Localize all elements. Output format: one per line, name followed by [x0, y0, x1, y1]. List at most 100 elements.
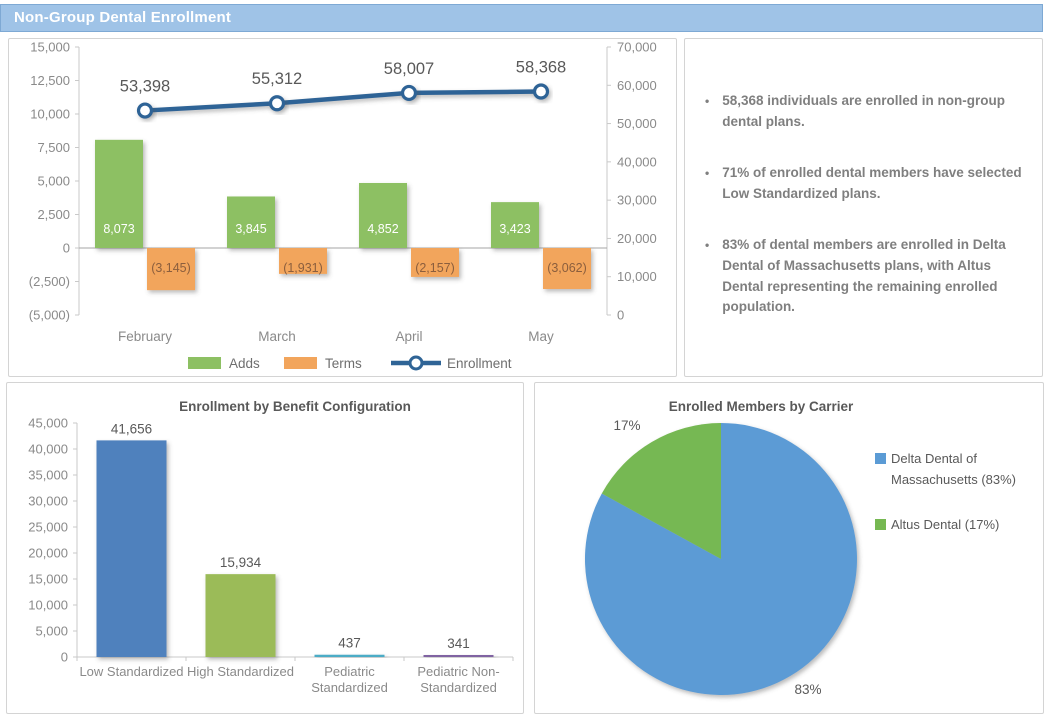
pie-legend-swatch: [875, 519, 886, 530]
benefit-bar-label: 437: [338, 636, 361, 651]
insight-item-enrollment-total: • 58,368 individuals are enrolled in non…: [705, 91, 1026, 133]
benefit-chart-title: Enrollment by Benefit Configuration: [179, 399, 411, 414]
enrollment-data-label: 58,007: [384, 60, 434, 78]
dashboard-title-bar: Non-Group Dental Enrollment: [0, 4, 1043, 32]
left-axis-tick-label: 5,000: [37, 174, 70, 189]
y-axis-tick-label: 10,000: [28, 598, 68, 613]
y-axis-tick-label: 15,000: [28, 572, 68, 587]
adds-bar-label: 3,845: [235, 222, 266, 236]
left-axis-tick-label: 2,500: [37, 207, 70, 222]
left-axis-tick-label: 10,000: [30, 107, 70, 122]
right-axis-tick-label: 70,000: [617, 40, 657, 55]
month-label: March: [258, 329, 296, 344]
enrollment-line-marker: [532, 83, 550, 100]
legend-marker-enrollment: [408, 355, 424, 371]
adds-bar: [491, 202, 539, 248]
enrollment-trend-panel: 15,000 12,500 10,000 7,500 5,000 2,500 0 (2,500…: [8, 38, 677, 377]
pie: [584, 423, 857, 695]
insight-text: 58,368 individuals are enrolled in non-g…: [722, 93, 1006, 129]
benefit-bar-svg: Enrollment by Benefit Configuration 45,00…: [28, 399, 514, 695]
enrollment-data-label: 55,312: [252, 70, 302, 88]
terms-bar: [543, 248, 591, 290]
benefit-bar: [205, 574, 276, 657]
legend-label-enrollment: Enrollment: [447, 356, 512, 371]
month-label: February: [118, 329, 172, 344]
left-axis-tick-label: 15,000: [30, 40, 70, 55]
insight-text: 83% of dental members are enrolled in De…: [722, 236, 1006, 315]
benefit-category-label: Low Standardized: [79, 664, 183, 679]
left-axis-tick-label: (2,500): [29, 274, 70, 289]
adds-bar-label: 8,073: [103, 222, 134, 236]
right-axis-tick-label: 30,000: [617, 193, 657, 208]
y-axis-tick-label: 0: [61, 650, 68, 665]
y-axis-tick-label: 40,000: [28, 442, 68, 457]
bullet-icon: •: [705, 94, 710, 108]
benefit-bar: [314, 654, 385, 657]
adds-bar: [227, 196, 275, 248]
right-axis-tick-label: 60,000: [617, 78, 657, 93]
legend-swatch-adds: [188, 357, 221, 369]
benefit-config-panel: Enrollment by Benefit Configuration 45,00…: [6, 382, 524, 714]
benefit-category-label: Standardized: [311, 680, 388, 695]
left-axis-tick-label: (5,000): [29, 308, 70, 323]
benefit-bar: [423, 655, 494, 657]
benefit-category-label: Pediatric Non-: [417, 664, 499, 679]
enrollment-data-label: 58,368: [516, 59, 566, 77]
right-axis-tick-label: 0: [617, 308, 624, 323]
bullet-icon: •: [705, 165, 710, 180]
enrollment-line-marker: [136, 102, 154, 119]
pie-slice: [601, 423, 721, 559]
left-axis-tick-label: 0: [63, 241, 70, 256]
right-axis-tick-label: 50,000: [617, 116, 657, 131]
insights-panel: • 58,368 individuals are enrolled in non…: [684, 38, 1043, 377]
pie-slice: [584, 423, 857, 695]
benefit-bar-label: 41,656: [111, 421, 152, 436]
y-axis-tick-label: 35,000: [28, 468, 68, 483]
enrollment-line: [142, 89, 544, 113]
benefit-category-label: Standardized: [420, 680, 497, 695]
left-axis-tick-label: 7,500: [37, 140, 70, 155]
carrier-pie-svg: Enrolled Members by Carrier 83% 17% Delta D…: [584, 399, 1016, 697]
benefit-bar: [96, 440, 167, 657]
insight-item-low-standardized: • 71% of enrolled dental members have se…: [705, 163, 1026, 205]
left-axis-tick-label: 12,500: [30, 73, 70, 88]
right-axis-tick-label: 20,000: [617, 231, 657, 246]
month-label: May: [528, 329, 554, 344]
y-axis-tick-label: 30,000: [28, 494, 68, 509]
legend-label-adds: Adds: [229, 356, 260, 371]
terms-bar-label: (1,931): [283, 261, 323, 275]
insights-list: • 58,368 individuals are enrolled in non…: [685, 39, 1042, 318]
dashboard-title: Non-Group Dental Enrollment: [14, 9, 232, 26]
benefit-bar-chart: Enrollment by Benefit Configuration 45,00…: [7, 383, 523, 713]
enrollment-data-label: 53,398: [120, 78, 170, 96]
adds-bar-label: 4,852: [367, 222, 398, 236]
bullet-icon: •: [705, 237, 710, 252]
month-label: April: [395, 329, 422, 344]
carrier-pie-chart: Enrolled Members by Carrier 83% 17% Delta D…: [535, 383, 1043, 713]
legend-swatch-terms: [284, 357, 317, 369]
terms-bar: [147, 248, 195, 291]
y-axis-tick-label: 20,000: [28, 546, 68, 561]
right-axis-tick-label: 10,000: [617, 269, 657, 284]
right-axis-tick-label: 40,000: [617, 154, 657, 169]
combo-svg: 15,000 12,500 10,000 7,500 5,000 2,500 0 (2,500…: [29, 40, 657, 372]
terms-bar-label: (3,062): [547, 261, 587, 275]
benefit-bar-label: 15,934: [220, 555, 262, 570]
y-axis-tick-label: 45,000: [28, 416, 68, 431]
benefit-category-label: Pediatric: [324, 664, 375, 679]
terms-bar-label: (2,157): [415, 261, 455, 275]
adds-bar: [95, 139, 143, 248]
terms-bar: [279, 248, 327, 274]
pie-legend-label: Altus Dental (17%): [891, 517, 999, 532]
legend-label-terms: Terms: [325, 356, 362, 371]
enrollment-line-marker: [268, 95, 286, 112]
enrollment-combo-chart: 15,000 12,500 10,000 7,500 5,000 2,500 0 (2,500…: [9, 39, 676, 376]
benefit-category-label: High Standardized: [187, 664, 294, 679]
terms-bar: [411, 248, 459, 277]
benefit-bar-label: 341: [447, 636, 470, 651]
y-axis-tick-label: 25,000: [28, 520, 68, 535]
insight-text: 71% of enrolled dental members have sele…: [722, 164, 1022, 201]
enrollment-line-marker: [400, 84, 418, 102]
pie-legend-label: Delta Dental of: [891, 451, 977, 466]
